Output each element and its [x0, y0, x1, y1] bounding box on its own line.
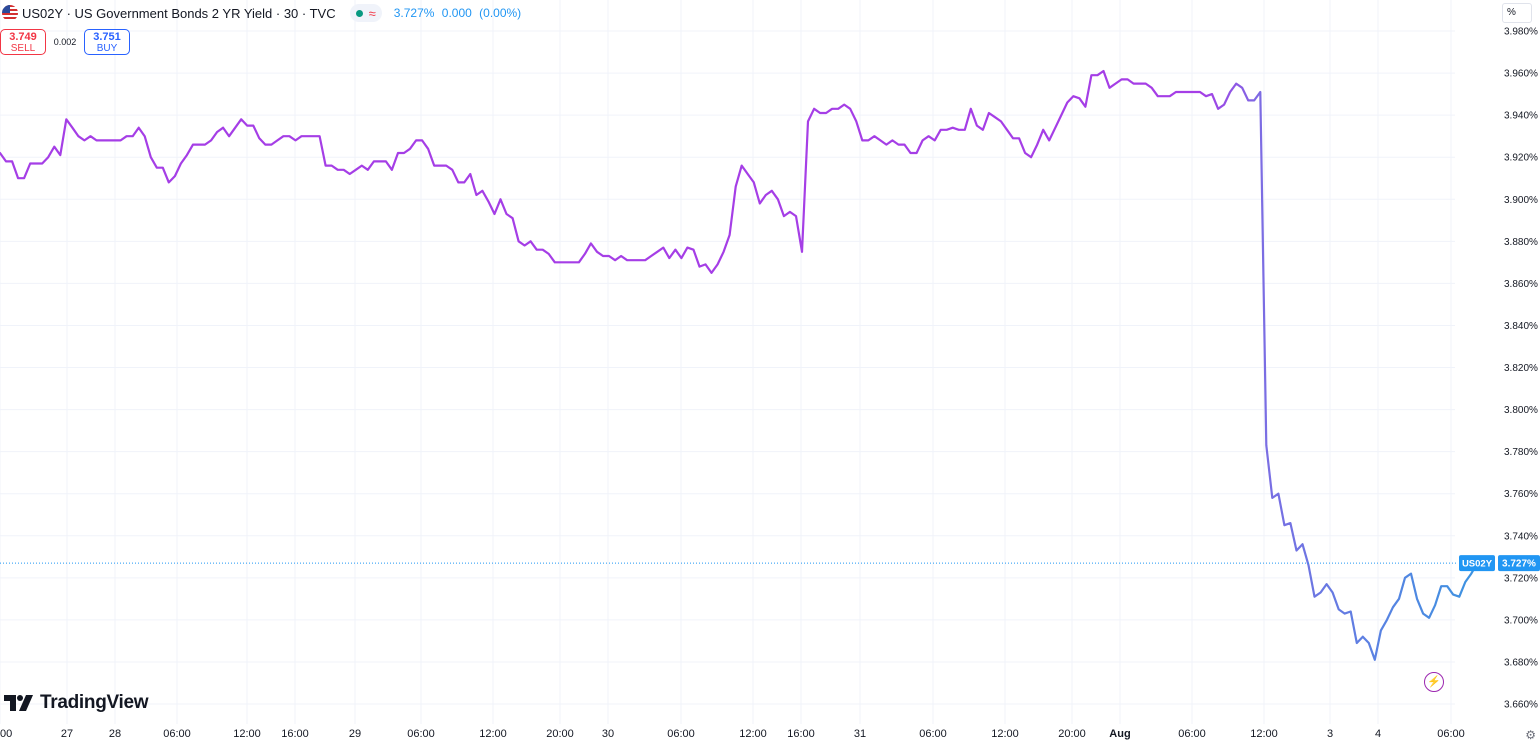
- y-tick-label: 3.840%: [1504, 321, 1538, 332]
- x-tick-label: 28: [109, 728, 121, 740]
- y-tick-label: 3.760%: [1504, 489, 1538, 500]
- y-tick-label: 3.660%: [1504, 700, 1538, 711]
- x-tick-label: 29: [349, 728, 361, 740]
- x-tick-label: 12:00: [479, 728, 507, 740]
- scale-unit-button[interactable]: %: [1502, 3, 1532, 23]
- chart-grid: [0, 0, 1455, 724]
- x-tick-label: 3: [1327, 728, 1333, 740]
- y-tick-label: 3.800%: [1504, 405, 1538, 416]
- x-tick-label: 12:00: [739, 728, 767, 740]
- y-tick-label: 3.880%: [1504, 237, 1538, 248]
- x-tick-label: 06:00: [1178, 728, 1206, 740]
- quote-values: 3.727% 0.000 (0.00%): [394, 6, 525, 20]
- badge-value-bg: [1498, 555, 1540, 572]
- market-open-dot-icon: [355, 9, 363, 17]
- y-tick-label: 3.960%: [1504, 69, 1538, 80]
- y-tick-label: 3.780%: [1504, 447, 1538, 458]
- price-axis[interactable]: 3.980% 3.960% 3.940% 3.920% 3.900% 3.880% 3.86…: [1504, 27, 1538, 711]
- market-status[interactable]: ≈: [349, 4, 382, 22]
- x-tick-label: Aug: [1109, 728, 1130, 740]
- x-tick-label: 12:00: [1250, 728, 1278, 740]
- delayed-wave-icon: ≈: [368, 5, 376, 21]
- x-tick-label: 06:00: [667, 728, 695, 740]
- x-tick-label: 06:00: [407, 728, 435, 740]
- tradingview-logo-icon: [4, 695, 33, 711]
- y-tick-label: 3.980%: [1504, 27, 1538, 38]
- y-tick-label: 3.940%: [1504, 111, 1538, 122]
- lightning-icon[interactable]: ⚡: [1424, 672, 1444, 692]
- gear-icon[interactable]: ⚙: [1525, 728, 1536, 742]
- series-line: [0, 69, 1485, 661]
- last-price: 3.727%: [393, 6, 435, 20]
- buy-label: BUY: [96, 43, 118, 54]
- y-tick-label: 3.820%: [1504, 363, 1538, 374]
- time-axis[interactable]: 00 27 28 06:00 12:00 16:00 29 06:00 12:00 20:00 30…: [0, 728, 1465, 740]
- sell-price: 3.749: [9, 31, 37, 43]
- chart-header: US02Y · US Government Bonds 2 YR Yield ·…: [0, 4, 525, 22]
- logo-text: TradingView: [40, 692, 149, 713]
- y-tick-label: 3.860%: [1504, 279, 1538, 290]
- buy-button[interactable]: 3.751 BUY: [84, 29, 130, 55]
- buy-price: 3.751: [93, 31, 121, 43]
- x-tick-label: 30: [602, 728, 614, 740]
- sell-label: SELL: [10, 43, 36, 54]
- y-tick-label: 3.740%: [1504, 531, 1538, 542]
- x-tick-label: 27: [61, 728, 73, 740]
- sell-button[interactable]: 3.749 SELL: [0, 29, 46, 55]
- x-tick-label: 16:00: [787, 728, 815, 740]
- x-tick-label: 00: [0, 728, 12, 740]
- y-tick-label: 3.680%: [1504, 657, 1538, 668]
- spread-value: 0.002: [53, 37, 77, 47]
- y-tick-label: 3.720%: [1504, 573, 1538, 584]
- symbol-title[interactable]: US02Y · US Government Bonds 2 YR Yield ·…: [22, 5, 336, 21]
- y-tick-label: 3.920%: [1504, 153, 1538, 164]
- x-tick-label: 4: [1375, 728, 1381, 740]
- x-tick-label: 06:00: [919, 728, 947, 740]
- x-tick-label: 12:00: [233, 728, 261, 740]
- x-tick-label: 20:00: [546, 728, 574, 740]
- x-tick-label: 16:00: [281, 728, 309, 740]
- x-tick-label: 31: [854, 728, 866, 740]
- trade-buttons: 3.749 SELL 0.002 3.751 BUY: [0, 29, 130, 55]
- price-change: 0.000: [441, 6, 472, 20]
- badge-value: 3.727%: [1502, 559, 1536, 570]
- x-tick-label: 12:00: [991, 728, 1019, 740]
- x-tick-label: 06:00: [1437, 728, 1465, 740]
- price-change-pct: (0.00%): [479, 6, 522, 20]
- x-tick-label: 06:00: [163, 728, 191, 740]
- badge-symbol-bg: [1459, 555, 1495, 572]
- last-price-badge: US02Y 3.727%: [1459, 555, 1540, 572]
- us-flag-icon: [2, 5, 18, 21]
- y-tick-label: 3.700%: [1504, 615, 1538, 626]
- y-tick-label: 3.900%: [1504, 195, 1538, 206]
- x-tick-label: 20:00: [1058, 728, 1086, 740]
- tradingview-logo[interactable]: TradingView: [4, 692, 149, 714]
- badge-symbol: US02Y: [1462, 559, 1493, 570]
